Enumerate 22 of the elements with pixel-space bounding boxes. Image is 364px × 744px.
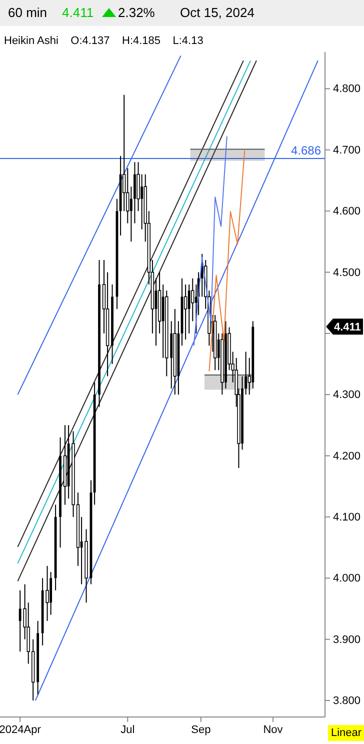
x-tick-label: Nov bbox=[263, 724, 284, 736]
y-tick-label: 4.200 bbox=[333, 450, 361, 462]
text: 4.411 bbox=[334, 322, 361, 334]
chart-title: 60 min bbox=[8, 5, 48, 20]
y-tick-label: 3.900 bbox=[333, 634, 361, 646]
y-tick-label: 4.000 bbox=[333, 572, 361, 585]
chart-subtitle: Heikin Ashi O:4.137 H:4.185 L:4.13 bbox=[4, 35, 204, 47]
y-tick-label: 4.800 bbox=[333, 83, 361, 96]
y-tick-label: 4.500 bbox=[333, 266, 361, 279]
text: 2.32% bbox=[118, 5, 156, 20]
x-tick-label: Jul bbox=[120, 724, 135, 736]
x-tick-label: 2024Apr bbox=[0, 724, 42, 736]
text: Linear bbox=[331, 727, 362, 739]
ref-line-label: 4.686 bbox=[290, 143, 322, 158]
y-tick-label: 4.100 bbox=[333, 511, 361, 524]
y-tick-label: 3.800 bbox=[333, 695, 361, 707]
y-tick-label: 4.700 bbox=[333, 144, 361, 156]
y-tick-label: 4.600 bbox=[333, 206, 361, 218]
y-tick-label: 4.300 bbox=[333, 389, 361, 402]
text: Oct 15, 2024 bbox=[180, 5, 254, 20]
text: 4.411 bbox=[62, 5, 94, 20]
x-tick-label: Sep bbox=[191, 724, 211, 736]
